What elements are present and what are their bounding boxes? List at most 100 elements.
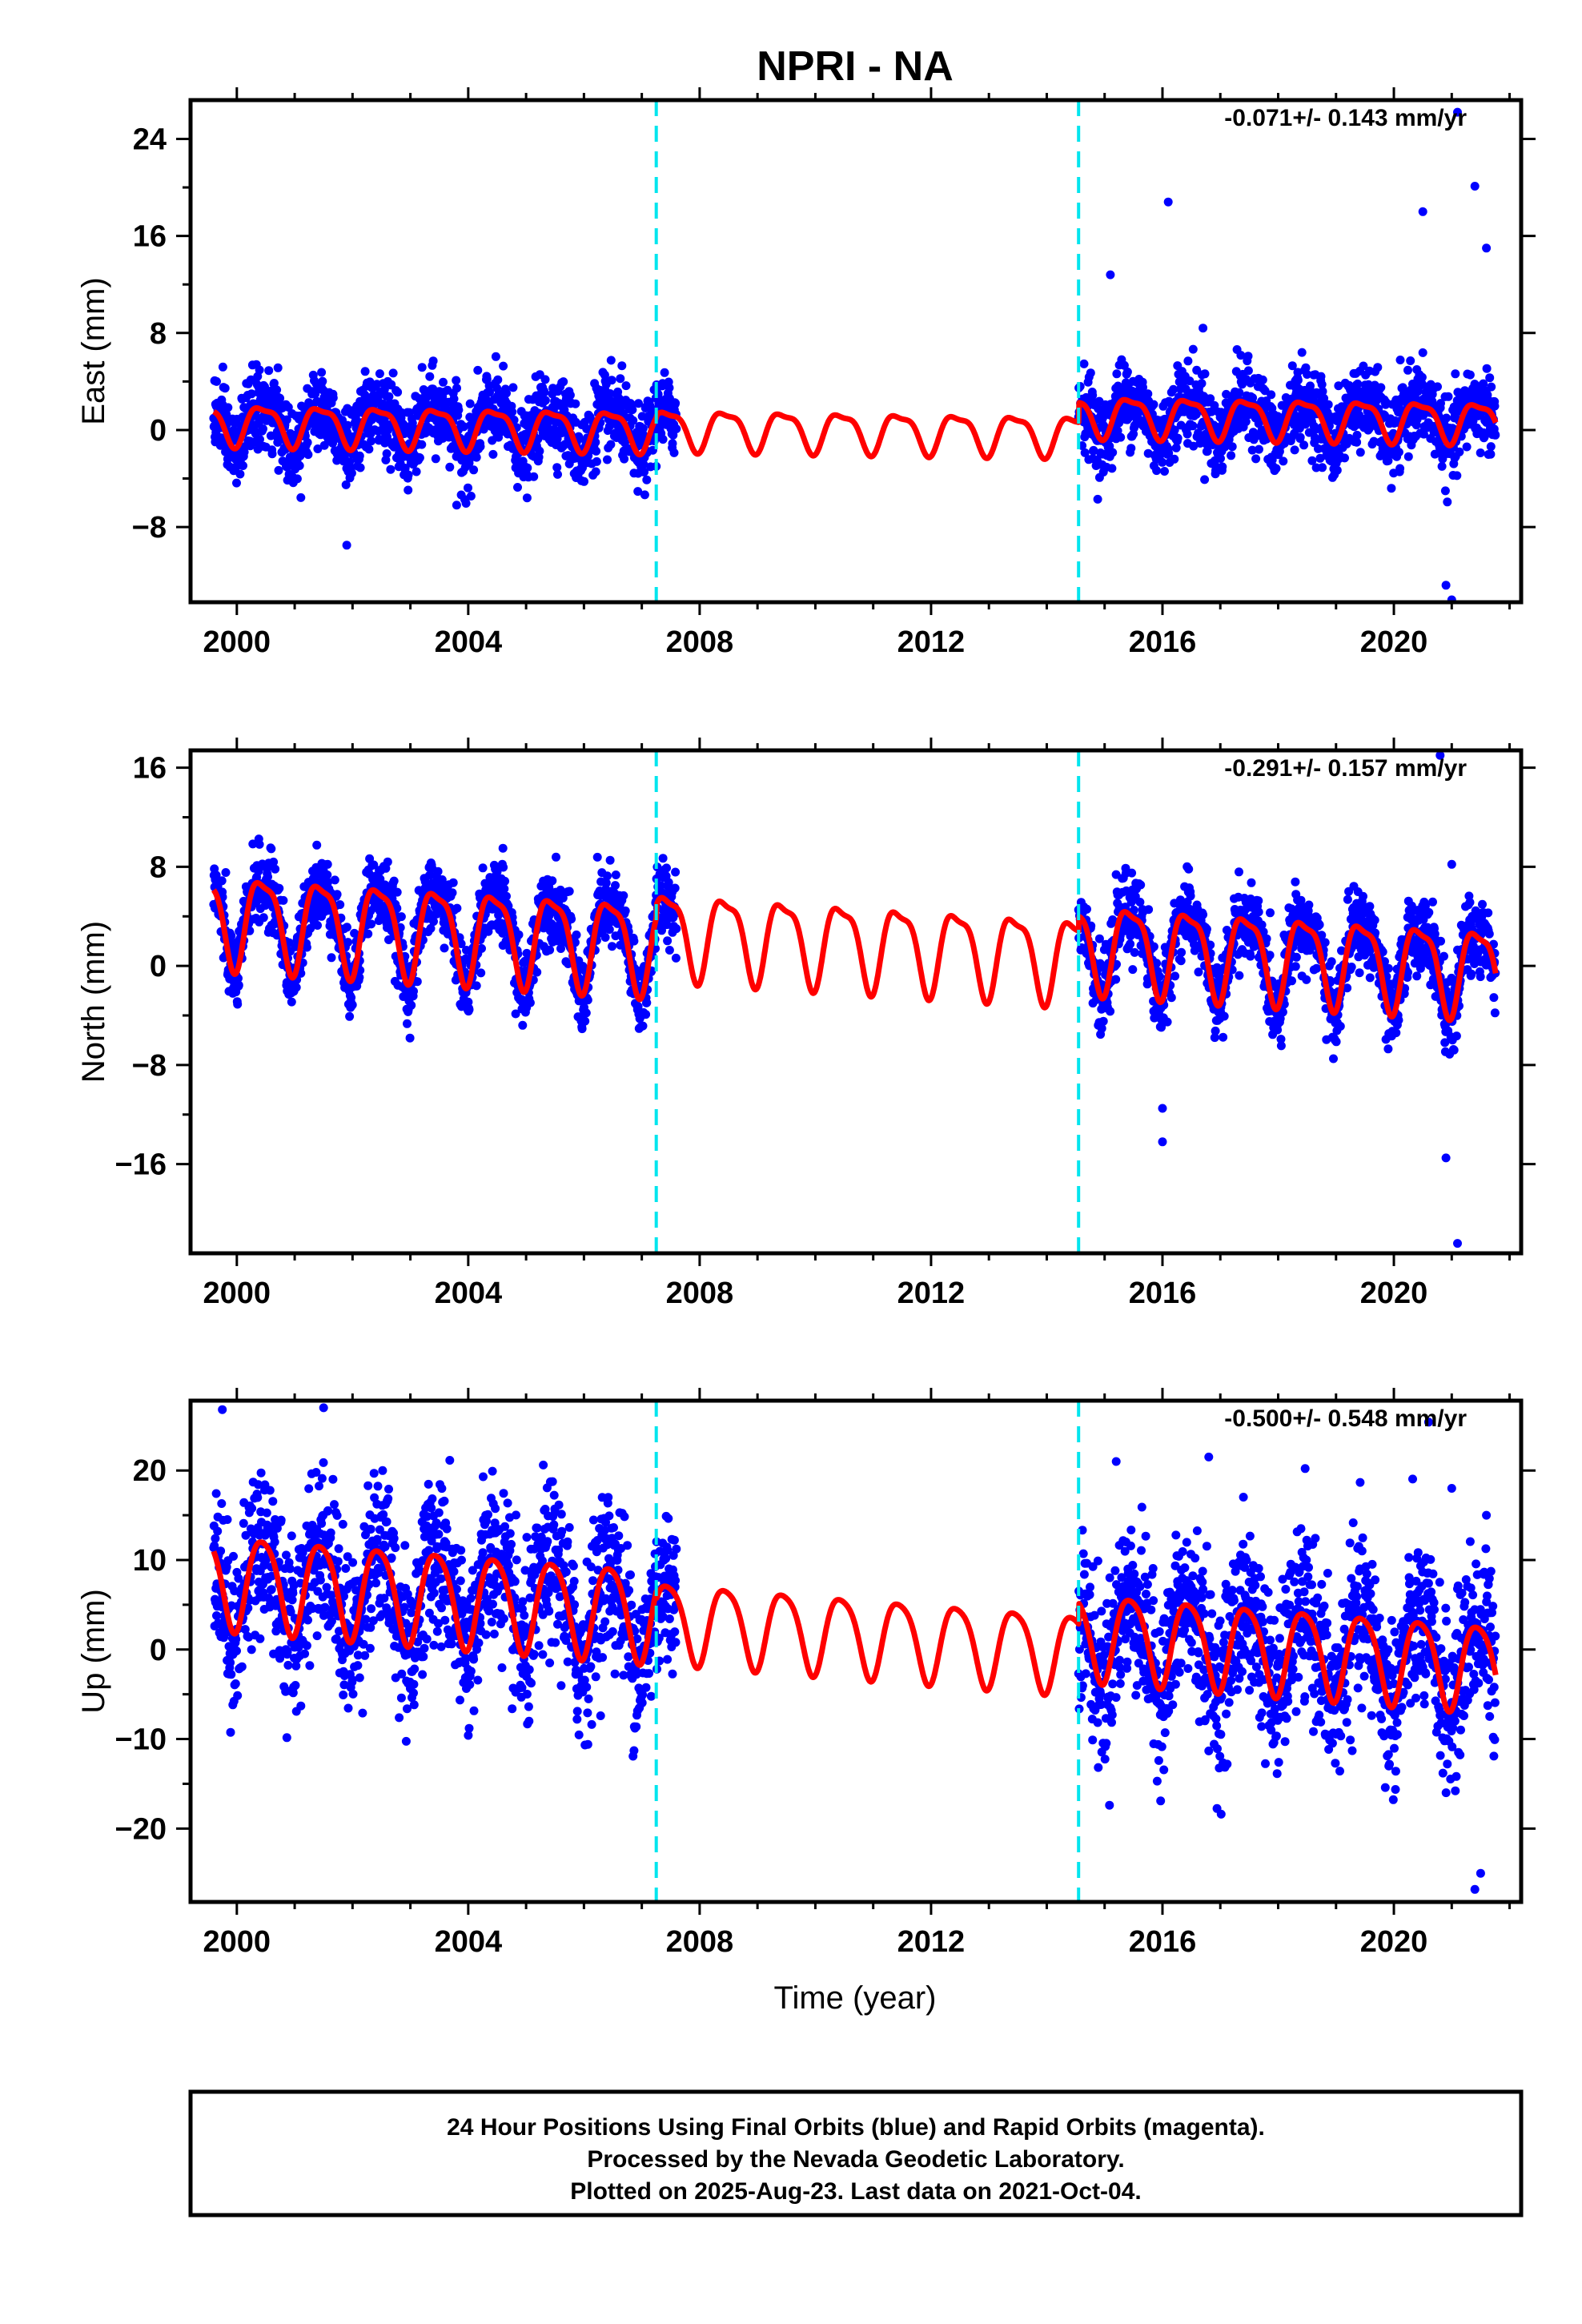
east-y-tick-label: 24 [133, 123, 167, 156]
north-data-point [514, 930, 524, 939]
east-data-point [1376, 383, 1386, 392]
north-data-point [255, 839, 264, 849]
east-data-point [1443, 392, 1453, 401]
east-data-point [1403, 365, 1412, 375]
north-data-point [217, 876, 227, 886]
east-data-point [607, 376, 616, 385]
east-data-point [617, 361, 627, 371]
north-data-point [476, 968, 486, 978]
north-data-point [545, 945, 555, 955]
east-data-point [553, 469, 562, 479]
east-data-point [466, 492, 476, 501]
north-data-point [347, 993, 356, 1003]
east-data-point [535, 446, 544, 456]
north-data-point [662, 863, 671, 873]
east-data-point [605, 389, 615, 398]
east-data-point [1465, 370, 1475, 380]
north-data-point [619, 891, 628, 900]
east-data-point [1443, 497, 1452, 507]
east-data-point [638, 424, 648, 433]
east-data-point [445, 462, 455, 472]
north-data-point [1106, 1007, 1115, 1016]
north-data-point [670, 883, 680, 893]
east-data-point [1433, 382, 1442, 392]
north-data-point [665, 946, 674, 955]
east-data-point [508, 407, 517, 416]
north-data-point [403, 1019, 412, 1028]
east-data-point [1164, 448, 1174, 458]
north-data-point [279, 895, 288, 905]
east-data-point [259, 424, 267, 433]
east-data-point [1152, 466, 1162, 476]
east-data-point [1248, 393, 1258, 403]
east-data-point [355, 463, 365, 472]
north-data-point [312, 840, 322, 850]
east-data-point [1169, 384, 1178, 394]
north-data-point [472, 981, 481, 991]
east-data-point [387, 380, 396, 389]
north-data-point [572, 930, 581, 939]
north-data-point [1291, 877, 1300, 887]
east-data-point [1188, 421, 1198, 431]
east-data-point [439, 377, 448, 387]
north-data-point [1136, 880, 1146, 890]
east-data-point [640, 467, 649, 476]
north-data-point [608, 942, 616, 951]
east-data-point [1340, 453, 1349, 463]
east-data-point [303, 438, 312, 447]
east-data-point [1227, 451, 1236, 460]
east-data-point [273, 363, 283, 372]
east-data-point [220, 384, 230, 393]
east-data-point [1403, 452, 1413, 461]
east-data-point [1490, 401, 1500, 411]
east-outlier-point [1441, 581, 1451, 590]
north-data-point [448, 888, 457, 898]
east-data-point [454, 405, 464, 415]
east-rate-label: -0.071+/- 0.143 mm/yr [1224, 105, 1467, 131]
east-data-point [1452, 471, 1462, 480]
east-data-point [658, 435, 668, 444]
east-data-point [1352, 430, 1362, 440]
east-data-point [1442, 413, 1452, 423]
north-data-point [1128, 965, 1138, 975]
north-data-point [267, 844, 276, 854]
east-data-point [1387, 484, 1396, 493]
east-data-point [491, 352, 500, 361]
east-data-point [393, 388, 403, 397]
east-data-point [633, 487, 643, 497]
east-data-point [1293, 376, 1303, 385]
east-data-point [1486, 442, 1496, 452]
east-data-point [386, 464, 396, 474]
east-data-point [378, 399, 387, 408]
east-data-point [360, 367, 370, 376]
east-data-point [1437, 461, 1447, 471]
north-data-point [345, 1011, 355, 1021]
north-data-point [1170, 971, 1180, 981]
east-data-point [1200, 369, 1210, 379]
east-data-point [580, 476, 588, 486]
north-data-point [1176, 956, 1186, 966]
north-data-point [259, 913, 268, 923]
east-data-point [472, 452, 481, 462]
east-data-point [1089, 445, 1098, 455]
east-data-point [628, 405, 637, 415]
east-data-point [1301, 363, 1311, 372]
east-data-point [513, 483, 522, 492]
east-data-point [529, 472, 539, 481]
north-data-point [1287, 976, 1296, 986]
east-data-point [565, 390, 575, 400]
east-data-point [235, 469, 245, 479]
east-data-point [404, 470, 413, 480]
east-data-point [640, 490, 649, 500]
east-data-point [1394, 448, 1403, 457]
east-data-point [1317, 380, 1327, 389]
east-data-point [571, 399, 580, 408]
east-y-tick-label: 8 [150, 317, 167, 351]
east-data-point [1440, 486, 1450, 496]
east-data-point [1279, 456, 1288, 466]
east-data-point [1218, 462, 1227, 472]
east-data-point [1113, 426, 1122, 436]
north-data-point [464, 1005, 474, 1015]
east-data-point [574, 432, 584, 441]
